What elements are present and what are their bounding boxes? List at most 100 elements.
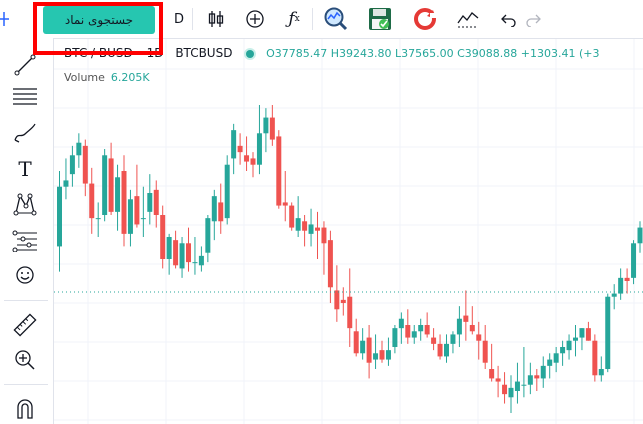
candle-body [508, 387, 514, 398]
candle-body [502, 384, 508, 395]
candle-body [366, 337, 372, 363]
candle-body [598, 369, 604, 376]
candle-body [134, 196, 140, 225]
candle-body [308, 224, 314, 234]
fib-icon[interactable] [10, 228, 40, 254]
candle-body [315, 227, 320, 231]
brush-icon[interactable] [10, 120, 40, 146]
candle-body [340, 299, 346, 303]
redo-icon[interactable] [522, 6, 548, 32]
candle-body [573, 337, 578, 341]
refresh-icon[interactable] [412, 6, 438, 32]
candles-icon[interactable] [203, 6, 229, 32]
candle-body [282, 202, 288, 206]
candle-body [566, 340, 572, 351]
trend-line-icon[interactable] [10, 52, 40, 78]
candle-body [186, 243, 191, 263]
legend-ohlc: O37785.47 H39243.80 L37565.00 C39088.88 … [266, 47, 600, 60]
candle-body [244, 155, 250, 162]
candle-body [147, 193, 153, 212]
drawing-toolbar: T [0, 38, 54, 424]
candle-body [624, 277, 630, 281]
candle-body [160, 215, 166, 259]
magnify-chart-icon[interactable] [322, 6, 348, 32]
candle-body [224, 164, 230, 219]
candle-body [89, 183, 95, 219]
candle-body [218, 202, 224, 222]
candle-body [611, 293, 617, 297]
candle-body [63, 180, 69, 187]
pattern-icon[interactable] [10, 191, 40, 217]
horizontal-lines-icon[interactable] [10, 83, 40, 109]
candle-body [192, 262, 198, 264]
save-icon[interactable] [367, 6, 393, 32]
candle-body [631, 243, 637, 278]
candle-body [469, 325, 475, 332]
candle-body [57, 186, 62, 247]
candle-body [540, 365, 546, 379]
candle-body [76, 142, 82, 156]
candle-body [82, 145, 88, 184]
candle-body [360, 340, 366, 354]
candle-body [463, 315, 469, 322]
candle-body [482, 340, 488, 363]
magnet-icon[interactable] [10, 396, 40, 422]
candle-body [153, 189, 159, 215]
symbol-search-button[interactable]: جستجوی نماد [43, 6, 155, 34]
zoom-in-icon[interactable] [10, 347, 40, 373]
candle-body [263, 117, 269, 134]
symbol-legend: BTC / BUSD 1D BTCBUSD O37785.47 H39243.8… [64, 46, 600, 60]
candle-body [334, 290, 340, 310]
toolbar-divider [192, 8, 193, 30]
candle-body [250, 158, 256, 165]
text-icon[interactable]: T [18, 157, 32, 181]
toolbar-divider [312, 8, 313, 30]
interval-button[interactable]: D [166, 6, 192, 32]
candle-body [585, 328, 591, 341]
candle-body [514, 381, 520, 391]
candle-body [127, 199, 133, 234]
candle-body [618, 277, 624, 294]
candle-body [547, 359, 553, 366]
candle-body [418, 325, 424, 332]
candle-body [553, 353, 559, 363]
candle-body [431, 337, 437, 344]
candle-body [269, 117, 275, 140]
candle-body [398, 318, 404, 329]
compare-icon[interactable] [455, 6, 481, 32]
candle-body [605, 296, 611, 369]
ruler-icon[interactable] [10, 312, 40, 338]
candle-body [373, 353, 379, 360]
legend-interval: 1D [146, 46, 164, 60]
candle-body [437, 343, 443, 357]
legend-ticker: BTCBUSD [175, 46, 233, 60]
candle-body [405, 325, 411, 338]
candle-body [295, 218, 301, 231]
candle-body [489, 369, 495, 379]
candle-body [231, 130, 237, 159]
candle-body [379, 350, 385, 360]
candle-body [476, 334, 482, 341]
undo-icon[interactable] [494, 6, 520, 32]
candle-body [521, 384, 527, 386]
emoji-icon[interactable] [10, 262, 40, 288]
candle-body [198, 255, 204, 266]
candle-body [211, 196, 217, 222]
candle-body [321, 227, 327, 244]
candle-body [353, 331, 359, 354]
candle-body [444, 343, 449, 357]
add-indicator-icon[interactable] [242, 6, 268, 32]
legend-symbol[interactable]: BTC / BUSD [64, 46, 133, 60]
candle-body [327, 240, 333, 288]
candle-body [560, 347, 566, 354]
candle-body [108, 158, 114, 212]
candle-body [205, 218, 211, 253]
candle-body [179, 243, 185, 269]
crosshair-icon[interactable] [0, 0, 10, 38]
volume-label: Volume [64, 71, 105, 84]
candlestick-chart [54, 39, 643, 424]
candle-body [579, 328, 585, 338]
candle-body [302, 221, 308, 231]
chart-pane[interactable] [54, 39, 643, 424]
